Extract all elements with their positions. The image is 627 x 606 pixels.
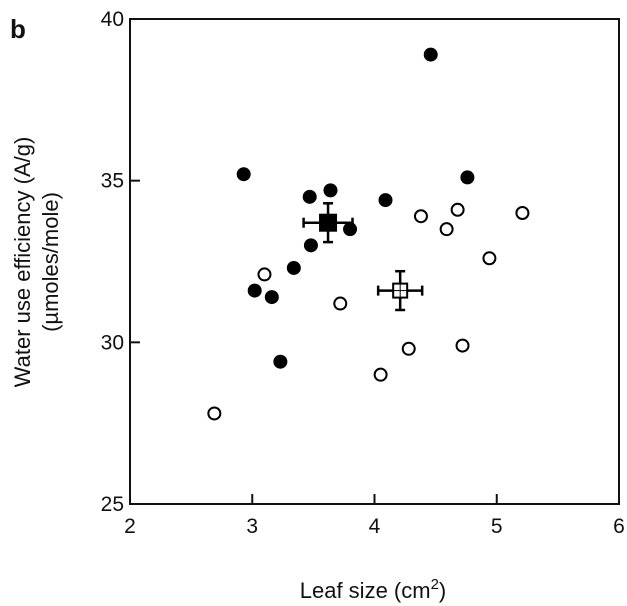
plot-area-frame: [129, 18, 620, 505]
filled-square-mean: [319, 213, 338, 232]
filled-circle-point: [423, 47, 438, 62]
panel-label: b: [10, 14, 26, 44]
open-circle-point: [482, 251, 497, 266]
y-axis-ticks: 25 30 35 40: [101, 8, 140, 516]
filled-circle-point: [323, 183, 338, 198]
filled-circle-point: [343, 222, 358, 237]
x-axis-ticks: 2 3 4 5 6: [124, 494, 625, 538]
x-tick-label: 5: [491, 515, 503, 538]
y-tick-label: 35: [101, 170, 124, 193]
y-axis-title-line2: (µmoles/mole): [38, 192, 63, 332]
open-circle-point: [333, 296, 348, 311]
filled-circle-point: [273, 354, 288, 369]
filled-circle-point: [264, 290, 279, 305]
filled-circle-point: [286, 260, 301, 275]
filled-circle-point: [302, 189, 317, 204]
open-circle-point: [207, 406, 222, 421]
open-circle-point: [257, 267, 272, 282]
x-axis-title: Leaf size (cm2): [300, 576, 447, 603]
x-axis-title-superscript: 2: [431, 576, 439, 593]
filled-circle-point: [460, 170, 475, 185]
filled-circle-point: [247, 283, 262, 298]
x-axis-title-suffix: ): [439, 578, 446, 603]
open-circle-point: [401, 341, 416, 356]
open-circle-point: [413, 209, 428, 224]
y-tick-label: 40: [101, 8, 124, 31]
y-axis-title-line1: Water use efficiency (A/g): [10, 137, 35, 388]
x-tick-label: 3: [246, 515, 258, 538]
x-tick-label: 4: [369, 515, 381, 538]
x-axis-title-main: Leaf size (cm: [300, 578, 431, 603]
open-circle-point: [373, 367, 388, 382]
y-tick-label: 30: [101, 331, 124, 354]
filled-circle-point: [236, 167, 251, 182]
filled-circle-point: [378, 193, 393, 208]
open-circle-point: [515, 206, 530, 220]
data-marks: [207, 47, 530, 421]
open-circle-point: [450, 202, 465, 217]
x-tick-label: 6: [613, 515, 625, 538]
open-circle-point: [455, 338, 470, 353]
open-circle-point: [439, 222, 454, 237]
x-tick-label: 2: [124, 515, 136, 538]
filled-circle-point: [303, 238, 318, 253]
y-tick-label: 25: [101, 493, 124, 516]
